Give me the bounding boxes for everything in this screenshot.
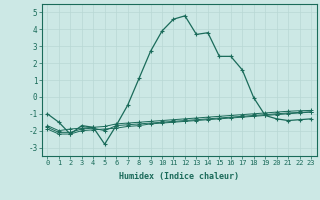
X-axis label: Humidex (Indice chaleur): Humidex (Indice chaleur) bbox=[119, 172, 239, 181]
